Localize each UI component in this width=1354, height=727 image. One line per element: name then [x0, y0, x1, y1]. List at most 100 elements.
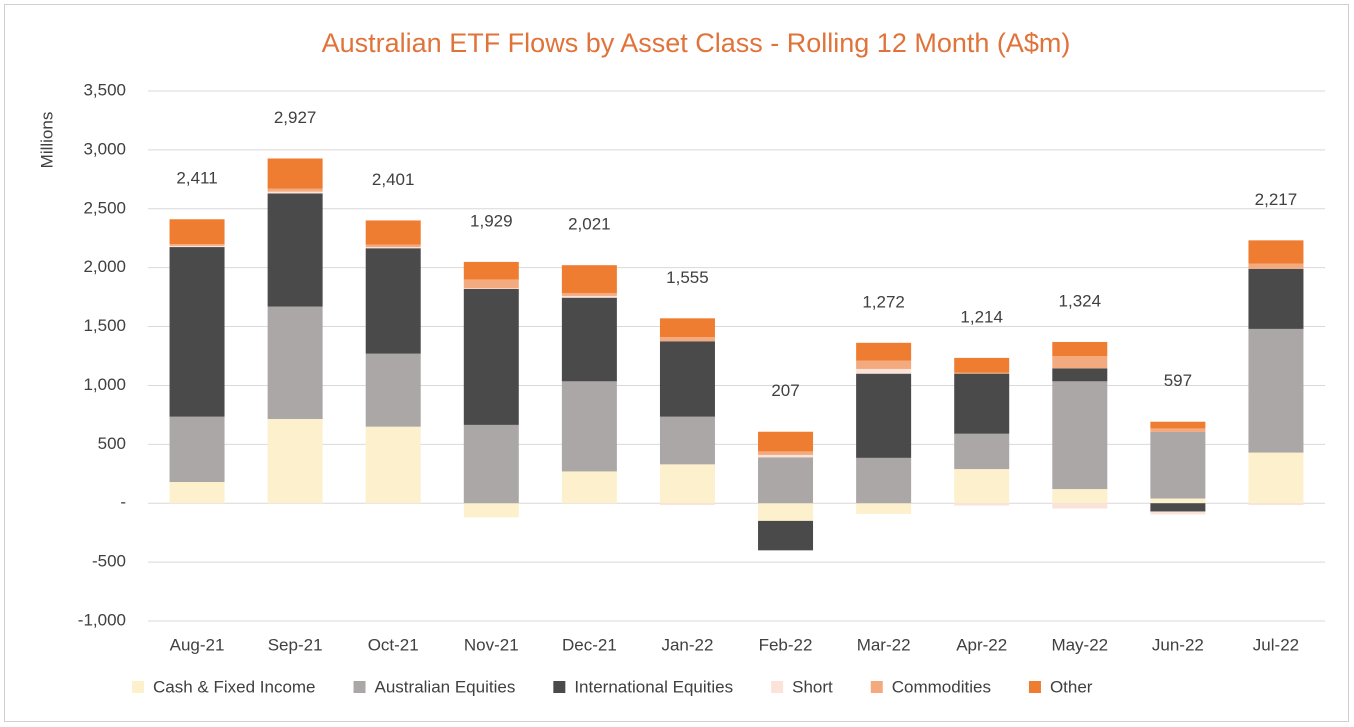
- bar-segment: [561, 265, 617, 293]
- x-tick-label: Jul-22: [1253, 635, 1299, 654]
- bar-segment: [758, 457, 814, 504]
- total-label: 2,401: [372, 170, 415, 189]
- bar-segment: [954, 372, 1010, 374]
- bar-segment: [169, 219, 225, 245]
- legend-label: Other: [1050, 677, 1093, 696]
- bar-segment: [1150, 503, 1206, 512]
- bar-segment: [954, 373, 1010, 434]
- bar-segment: [463, 424, 519, 504]
- x-tick-label: Nov-21: [464, 635, 519, 654]
- bar-segment: [856, 503, 912, 514]
- total-label: 1,214: [960, 307, 1003, 326]
- total-label: 2,411: [176, 169, 217, 188]
- bar-segment: [1150, 511, 1206, 515]
- x-tick-label: Aug-21: [170, 635, 225, 654]
- x-tick-label: May-22: [1051, 635, 1108, 654]
- y-tick-label: 1,500: [83, 316, 126, 335]
- bar-segment: [561, 295, 617, 298]
- x-tick-label: Sep-21: [268, 635, 323, 654]
- y-tick-label: 1,000: [83, 375, 126, 394]
- bar-segment: [659, 416, 715, 465]
- legend-swatch: [870, 681, 883, 693]
- bar-segment: [463, 503, 519, 518]
- bar-segment: [856, 457, 912, 504]
- bar-segment: [365, 244, 421, 248]
- bar-segment: [463, 288, 519, 425]
- legend-swatch: [132, 681, 144, 693]
- bar-segment: [659, 337, 715, 342]
- total-label: 2,021: [568, 215, 611, 234]
- bar-segment: [463, 279, 519, 289]
- total-label: 2,927: [274, 108, 317, 127]
- bar-segment: [659, 503, 715, 505]
- bar-segment: [365, 248, 421, 354]
- bar-segment: [758, 451, 814, 455]
- y-tick-label: -1,000: [78, 610, 126, 629]
- bar-segment: [1248, 263, 1304, 269]
- bar-segment: [1150, 498, 1206, 504]
- bar-segment: [169, 244, 225, 246]
- total-label: 1,929: [470, 211, 513, 230]
- bar-segment: [267, 306, 323, 420]
- bar-segment: [1150, 428, 1206, 432]
- bar-segment: [1052, 381, 1108, 490]
- bar-segment: [267, 193, 323, 307]
- bar-segment: [1052, 503, 1108, 509]
- bar-segment: [561, 292, 617, 296]
- x-tick-label: Jun-22: [1152, 635, 1204, 654]
- legend-swatch: [553, 681, 566, 693]
- bar-segment: [856, 342, 912, 361]
- x-tick-label: Mar-22: [857, 635, 911, 654]
- bar-segment: [758, 520, 814, 551]
- bar-segment: [758, 503, 814, 521]
- legend-swatch: [1028, 681, 1041, 693]
- bar-segment: [856, 373, 912, 458]
- x-tick-label: Oct-21: [368, 635, 419, 654]
- bar-segment: [758, 454, 814, 458]
- bar-segment: [1248, 268, 1304, 329]
- bar-segment: [267, 158, 323, 189]
- bar-segment: [856, 368, 912, 374]
- bar-segment: [1150, 431, 1206, 499]
- legend-swatch: [353, 681, 366, 693]
- bar-segment: [463, 261, 519, 280]
- x-tick-label: Dec-21: [562, 635, 617, 654]
- legend-label: Short: [792, 677, 833, 696]
- y-tick-label: -: [120, 493, 126, 512]
- total-label: 207: [771, 381, 799, 400]
- bar-segment: [1248, 452, 1304, 504]
- legend-label: Cash & Fixed Income: [153, 677, 316, 696]
- bar-segment: [856, 360, 912, 369]
- bar-segment: [169, 245, 225, 248]
- bar-segment: [659, 318, 715, 338]
- bar-segment: [267, 191, 323, 194]
- bar-segment: [1052, 368, 1108, 382]
- total-label: 2,217: [1255, 190, 1298, 209]
- bar-segment: [365, 247, 421, 249]
- bar-segment: [1248, 503, 1304, 505]
- y-axis-label: Millions: [37, 112, 56, 169]
- legend-label: Australian Equities: [375, 677, 516, 696]
- legend-label: Commodities: [892, 677, 991, 696]
- total-label: 1,272: [862, 292, 905, 311]
- y-tick-label: -500: [92, 552, 126, 571]
- bar-segment: [659, 341, 715, 417]
- total-label: 1,324: [1059, 291, 1102, 310]
- bar-segment: [954, 503, 1010, 506]
- legend-label: International Equities: [574, 677, 733, 696]
- y-tick-label: 2,500: [83, 198, 126, 217]
- bar-segment: [1150, 421, 1206, 429]
- bar-segment: [365, 353, 421, 427]
- total-label: 597: [1164, 371, 1192, 390]
- chart-title: Australian ETF Flows by Asset Class - Ro…: [322, 28, 1071, 58]
- y-tick-label: 500: [98, 434, 126, 453]
- x-tick-label: Apr-22: [956, 635, 1007, 654]
- y-tick-label: 2,000: [83, 257, 126, 276]
- bar-segment: [659, 464, 715, 504]
- total-label: 1,555: [666, 268, 709, 287]
- bar-segment: [1052, 356, 1108, 369]
- bar-segment: [463, 288, 519, 289]
- bar-segment: [365, 220, 421, 245]
- legend-swatch: [771, 681, 784, 693]
